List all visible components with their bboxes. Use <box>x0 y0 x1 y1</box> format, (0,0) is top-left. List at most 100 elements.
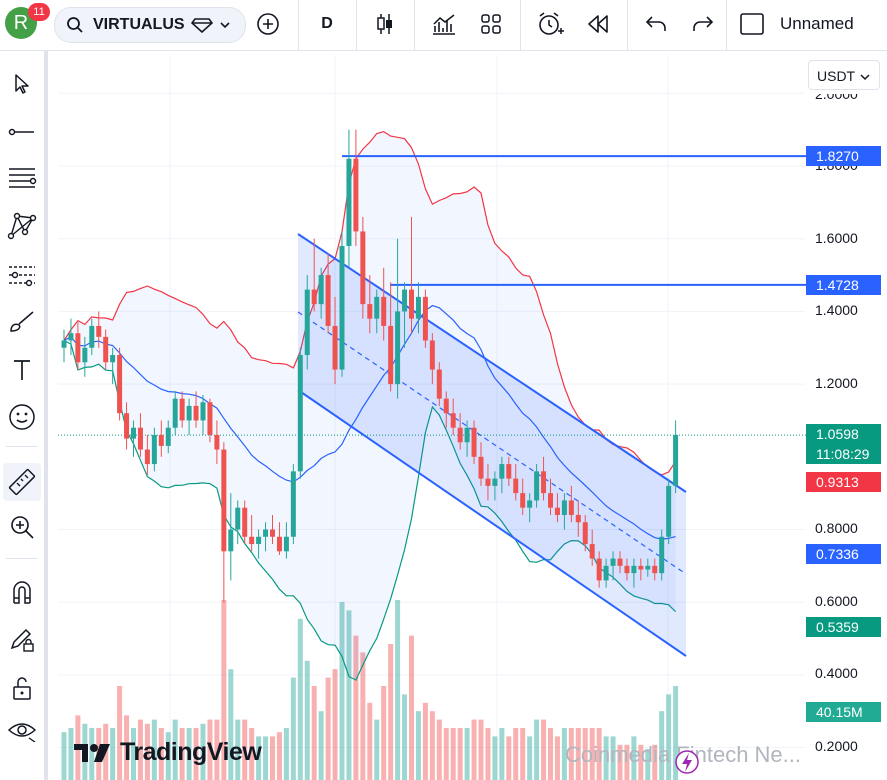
candle <box>652 558 658 581</box>
layout-select-button[interactable] <box>738 10 766 38</box>
trend-line-tool[interactable] <box>5 115 39 149</box>
volume-bar <box>144 723 150 780</box>
layout-name-button[interactable]: Unnamed <box>780 10 860 38</box>
volume-bar <box>638 744 644 780</box>
candle <box>200 395 206 435</box>
text-tool[interactable] <box>5 353 39 387</box>
candle <box>464 420 470 457</box>
redo-button[interactable] <box>690 10 716 38</box>
volume-bar <box>464 728 470 780</box>
candle <box>110 347 116 385</box>
cursor-tool[interactable] <box>5 67 39 101</box>
compare-symbol-button[interactable] <box>255 10 281 38</box>
notification-badge[interactable]: 11 <box>28 3 50 21</box>
volume-bar <box>137 719 143 780</box>
candle <box>631 558 637 588</box>
volume-bar <box>325 677 331 780</box>
volume-bars <box>61 600 679 780</box>
candle-body <box>506 464 512 479</box>
volume-bar <box>228 669 234 780</box>
candle <box>638 558 644 581</box>
price-tick: 1.2000 <box>815 375 858 391</box>
volume-bar <box>388 644 394 780</box>
candle-body <box>151 434 157 465</box>
chart-type-button[interactable] <box>372 10 398 38</box>
magnet-icon <box>13 581 31 604</box>
volume-bar <box>631 736 637 780</box>
volume-bar <box>381 686 387 780</box>
projection-tool[interactable] <box>5 257 39 291</box>
indicators-button[interactable] <box>430 10 458 38</box>
candle-body <box>554 507 560 515</box>
zoom-in-tool[interactable] <box>5 510 39 544</box>
interval-label: D <box>321 15 333 32</box>
tradingview-logo[interactable]: TradingView <box>74 738 262 767</box>
price-tick: 0.6000 <box>815 593 858 609</box>
candle <box>89 318 95 356</box>
diamond-icon[interactable] <box>191 17 213 33</box>
candle-body <box>638 565 644 570</box>
candle <box>388 282 394 392</box>
candle-body <box>214 434 220 450</box>
candle-body <box>520 493 526 508</box>
candle <box>534 464 540 508</box>
volume-bar <box>68 728 74 780</box>
candle-body <box>589 544 595 559</box>
candle-body <box>68 333 74 341</box>
lock-drawings-tool[interactable] <box>5 671 39 705</box>
volume-bar <box>61 732 67 780</box>
candle-body <box>575 514 581 523</box>
undo-button[interactable] <box>643 10 669 38</box>
candle-body <box>492 478 498 486</box>
candle <box>603 558 609 588</box>
candles-icon <box>377 14 392 34</box>
volume-bar <box>478 719 484 780</box>
currency-selector[interactable]: USDT <box>808 60 880 90</box>
candlesticks <box>61 129 679 603</box>
brush-tool[interactable] <box>5 305 39 339</box>
toolbar-divider <box>726 0 727 50</box>
candle <box>61 329 67 363</box>
magnet-tool[interactable] <box>5 575 39 609</box>
candle-body <box>422 296 428 341</box>
symbol-search[interactable]: VIRTUALUS <box>54 7 246 43</box>
volume-bar <box>304 660 310 780</box>
volume-bar <box>221 600 227 780</box>
candle <box>214 420 220 465</box>
price-tick: 1.6000 <box>815 230 858 246</box>
chart-pane[interactable] <box>48 51 887 780</box>
candle <box>624 558 630 581</box>
alert-button[interactable] <box>535 10 565 38</box>
candle <box>158 420 164 457</box>
price-chart[interactable] <box>48 51 887 780</box>
text-t-icon <box>14 360 30 380</box>
avatar-letter: R <box>13 12 29 34</box>
volume-bar <box>582 728 588 780</box>
volume-bar <box>589 728 595 780</box>
plus-circle-icon <box>257 13 279 35</box>
price-tick: 0.8000 <box>815 520 858 536</box>
candle-body <box>485 478 491 486</box>
candle <box>402 282 408 348</box>
candle-body <box>471 427 477 457</box>
volume-bar <box>276 732 282 780</box>
candle-body <box>228 529 234 552</box>
candle-body <box>673 434 679 486</box>
fib-tool[interactable] <box>5 161 39 195</box>
volume-bar <box>402 694 408 780</box>
candle-body <box>645 565 651 570</box>
hide-drawings-tool[interactable] <box>5 713 39 747</box>
emoji-tool[interactable] <box>5 400 39 434</box>
pattern-tool[interactable] <box>5 209 39 243</box>
candle-body <box>249 536 255 545</box>
ruler-tool[interactable] <box>3 463 41 501</box>
chevron-down-icon[interactable] <box>219 20 231 30</box>
top-toolbar: R 11 VIRTUALUS D <box>0 0 887 51</box>
replay-button[interactable] <box>584 10 612 38</box>
candle-body <box>124 413 130 439</box>
layouts-button[interactable] <box>478 10 504 38</box>
stay-drawing-tool[interactable] <box>5 623 39 657</box>
interval-button[interactable]: D <box>315 10 339 38</box>
candle-body <box>527 500 533 508</box>
lightning-icon[interactable] <box>674 748 700 776</box>
